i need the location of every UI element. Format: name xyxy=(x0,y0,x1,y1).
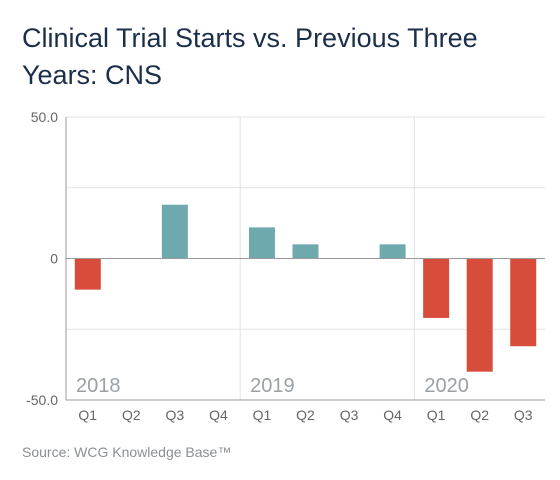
year-label: 2019 xyxy=(250,375,295,397)
y-tick-label: -50.0 xyxy=(26,392,58,408)
bar xyxy=(466,258,493,372)
year-label: 2018 xyxy=(76,375,121,397)
axes xyxy=(65,117,545,401)
x-tick-label: Q1 xyxy=(427,407,446,423)
chart-title: Clinical Trial Starts vs. Previous Three… xyxy=(22,23,478,90)
bar xyxy=(510,258,537,347)
y-tick-label: 0 xyxy=(50,251,58,267)
year-label: 2020 xyxy=(424,375,469,397)
labels: 2018 2019 2020 50.0 0 -50.0 Q1 Q2 Q3 Q4 Q1 Q2 Q3 Q4 Q1… xyxy=(26,109,533,423)
bar xyxy=(161,204,188,259)
x-tick-label: Q1 xyxy=(78,407,97,423)
x-tick-label: Q2 xyxy=(470,407,489,423)
x-tick-label: Q3 xyxy=(340,407,359,423)
bar xyxy=(74,258,101,290)
bar xyxy=(379,244,406,259)
bar xyxy=(292,244,319,259)
x-tick-label: Q1 xyxy=(253,407,272,423)
x-tick-label: Q4 xyxy=(209,407,228,423)
bar xyxy=(423,258,450,318)
bar xyxy=(248,227,275,259)
x-tick-label: Q3 xyxy=(514,407,533,423)
source-note: Source: WCG Knowledge Base™ xyxy=(22,444,232,460)
bars xyxy=(74,204,537,372)
x-tick-label: Q4 xyxy=(383,407,402,423)
x-tick-label: Q2 xyxy=(122,407,141,423)
y-tick-label: 50.0 xyxy=(31,109,58,125)
x-tick-label: Q3 xyxy=(166,407,185,423)
x-tick-label: Q2 xyxy=(296,407,315,423)
